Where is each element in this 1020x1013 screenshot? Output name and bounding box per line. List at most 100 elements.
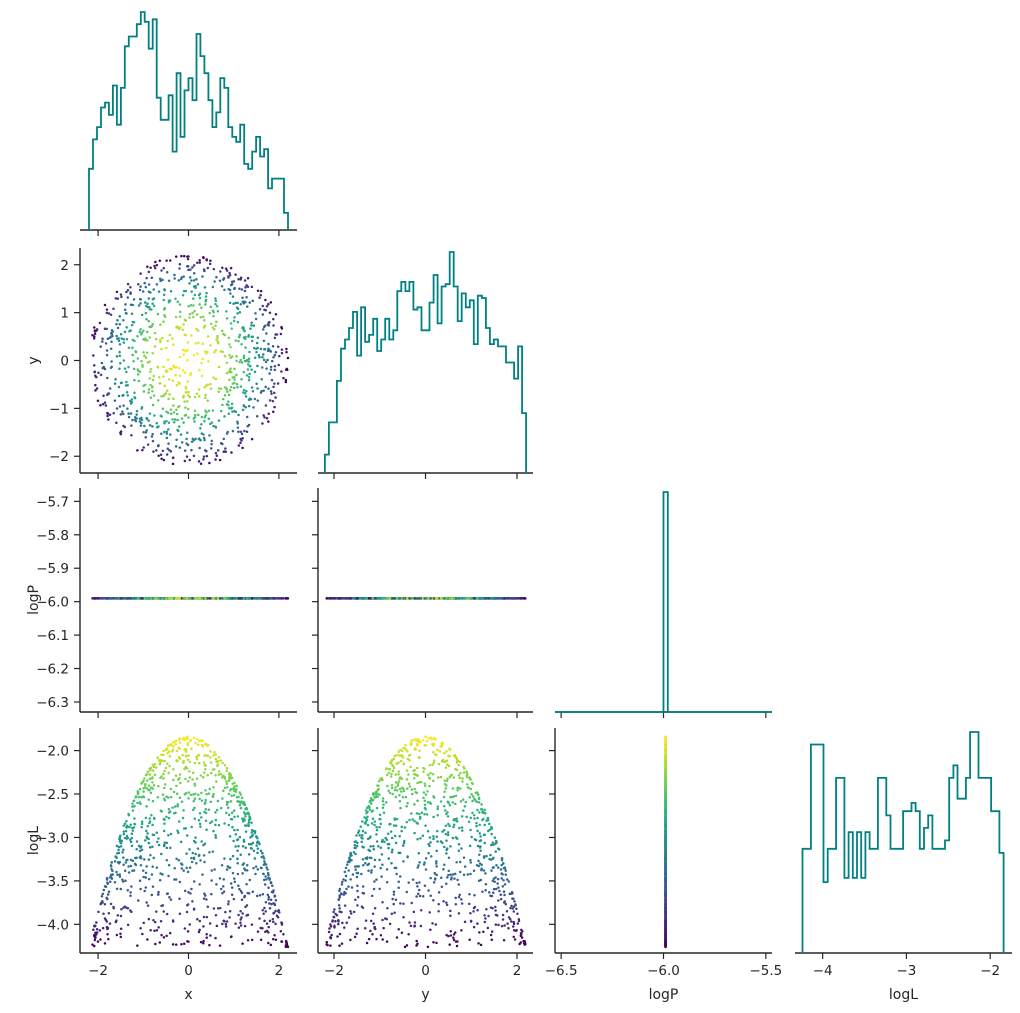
scatter-point <box>122 832 126 836</box>
scatter-point <box>272 911 276 914</box>
scatter-point <box>195 327 198 331</box>
scatter-point <box>202 854 206 857</box>
scatter-point <box>144 436 148 439</box>
scatter-point <box>259 289 263 293</box>
scatter-point <box>151 865 154 868</box>
y-tick-label: −6.1 <box>36 628 69 644</box>
scatter-point <box>250 335 254 339</box>
scatter-point <box>160 904 163 908</box>
scatter-point <box>237 413 240 417</box>
scatter-point <box>370 871 373 874</box>
scatter-point <box>112 307 115 311</box>
scatter-point <box>429 841 432 844</box>
scatter-point <box>115 407 119 410</box>
scatter-point <box>188 866 192 869</box>
scatter-point <box>158 941 162 944</box>
scatter-point <box>465 815 468 819</box>
scatter-point <box>241 872 244 875</box>
scatter-point <box>182 353 185 356</box>
scatter-point <box>209 756 212 759</box>
scatter-point <box>162 797 166 801</box>
scatter-point <box>360 872 363 876</box>
scatter-point <box>101 892 105 896</box>
scatter-point <box>375 825 378 829</box>
scatter-point <box>484 889 487 892</box>
scatter-point <box>217 770 221 773</box>
scatter-point <box>219 759 223 762</box>
scatter-point <box>256 597 259 600</box>
scatter-point <box>151 323 155 326</box>
scatter-point <box>200 415 204 419</box>
scatter-point <box>415 939 418 943</box>
scatter-point <box>186 407 190 411</box>
scatter-point <box>138 801 142 804</box>
scatter-point <box>216 336 219 339</box>
scatter-point <box>361 891 364 895</box>
scatter-point <box>206 597 210 600</box>
scatter-point <box>131 303 135 307</box>
scatter-point <box>169 846 172 850</box>
scatter-point <box>204 801 207 804</box>
scatter-point <box>230 597 234 600</box>
scatter-point <box>103 367 107 371</box>
scatter-point <box>424 808 427 811</box>
scatter-point <box>203 438 206 442</box>
scatter-point <box>184 387 188 390</box>
scatter-point <box>469 861 473 864</box>
scatter-point <box>239 921 242 924</box>
scatter-point <box>276 382 280 385</box>
scatter-point <box>116 318 119 322</box>
scatter-point <box>406 787 409 790</box>
y-tick-label: −6.0 <box>36 595 69 611</box>
scatter-point <box>385 940 389 943</box>
scatter-point <box>427 851 430 855</box>
scatter-point <box>507 927 510 930</box>
scatter-point <box>180 867 184 870</box>
scatter-point <box>267 925 270 929</box>
scatter-point <box>175 784 178 788</box>
scatter-point <box>102 365 106 369</box>
scatter-point <box>209 305 213 309</box>
scatter-point <box>261 355 264 359</box>
scatter-point <box>119 413 123 416</box>
scatter-point <box>227 370 231 374</box>
x-tick-label: 2 <box>513 963 522 979</box>
scatter-point <box>202 843 205 847</box>
scatter-point <box>454 896 457 900</box>
scatter-point <box>260 390 263 393</box>
scatter-point <box>273 368 277 372</box>
scatter-point <box>124 879 127 883</box>
scatter-point <box>234 339 238 342</box>
scatter-point <box>401 597 405 600</box>
scatter-point <box>134 863 138 867</box>
scatter-point <box>173 421 176 424</box>
scatter-point <box>435 865 438 868</box>
scatter-point <box>126 923 130 927</box>
scatter-point <box>491 841 495 844</box>
scatter-point <box>119 914 123 918</box>
scatter-point <box>119 927 123 930</box>
scatter-point <box>490 930 494 933</box>
scatter-point <box>457 912 461 915</box>
scatter-point <box>197 762 201 765</box>
scatter-point <box>106 932 109 936</box>
scatter-point <box>393 788 397 792</box>
scatter-point <box>139 297 143 301</box>
scatter-point <box>244 815 247 818</box>
scatter-point <box>110 597 113 600</box>
scatter-point <box>238 310 242 314</box>
scatter-point <box>197 460 201 463</box>
scatter-point <box>194 836 197 839</box>
scatter-point <box>243 867 246 870</box>
scatter-point <box>336 935 339 938</box>
scatter-point <box>261 366 264 369</box>
scatter-point <box>354 868 357 871</box>
scatter-point <box>203 892 206 895</box>
scatter-point <box>262 353 265 356</box>
scatter-point <box>236 849 239 852</box>
scatter-point <box>265 416 269 420</box>
scatter-point <box>432 744 435 747</box>
scatter-point <box>411 792 414 796</box>
scatter-point <box>229 322 233 325</box>
scatter-point <box>485 854 488 858</box>
